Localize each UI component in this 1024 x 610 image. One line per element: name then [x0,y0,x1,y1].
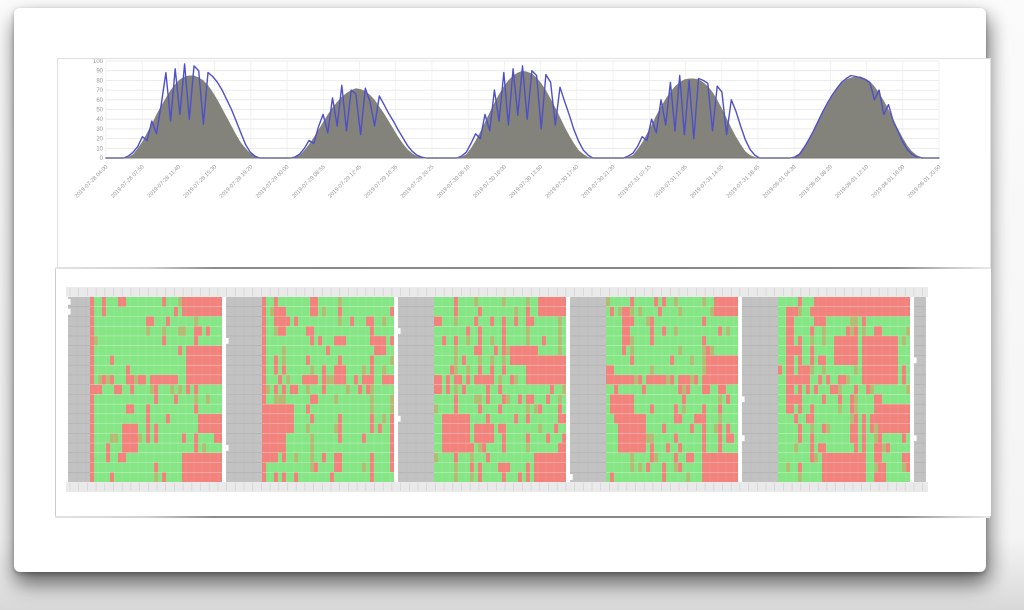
svg-text:2019-07-28 19:20: 2019-07-28 19:20 [219,164,254,199]
svg-text:0: 0 [100,156,104,162]
svg-text:2019-08-01 20:50: 2019-08-01 20:50 [907,164,942,199]
svg-text:100: 100 [93,59,104,65]
svg-text:10: 10 [96,146,103,152]
output-area-chart: 2019-07-28 04:00 2019-07-28 07:50 2019-07-… [74,59,942,200]
svg-text:40: 40 [96,117,103,123]
svg-text:2019-07-29 20:25: 2019-07-29 20:25 [400,164,435,199]
svg-text:2019-08-01 08:20: 2019-08-01 08:20 [798,164,833,199]
svg-text:2019-07-28 15:30: 2019-07-28 15:30 [183,164,218,199]
svg-text:90: 90 [96,69,103,75]
svg-text:2019-07-30 10:00: 2019-07-30 10:00 [472,164,507,199]
svg-text:2019-07-30 13:50: 2019-07-30 13:50 [509,164,544,199]
svg-text:2019-07-31 07:15: 2019-07-31 07:15 [617,164,652,199]
svg-text:2019-08-01 04:30: 2019-08-01 04:30 [762,164,797,199]
svg-text:70: 70 [96,88,103,94]
svg-text:2019-07-28 11:40: 2019-07-28 11:40 [147,164,182,199]
svg-text:2019-07-31 14:55: 2019-07-31 14:55 [690,164,725,199]
svg-text:2019-08-01 16:00: 2019-08-01 16:00 [871,164,906,199]
panel-divider-bottom [55,516,990,518]
svg-text:2019-07-28 04:00: 2019-07-28 04:00 [74,164,109,199]
svg-text:20: 20 [96,137,103,143]
svg-text:80: 80 [96,78,103,84]
svg-text:2019-07-29 12:45: 2019-07-29 12:45 [327,164,362,199]
svg-text:2019-08-01 12:10: 2019-08-01 12:10 [835,164,870,199]
status-heatmap-panel [55,269,991,516]
svg-text:2019-07-29 00:00: 2019-07-29 00:00 [255,164,290,199]
svg-text:2019-07-30 06:10: 2019-07-30 06:10 [436,164,471,199]
svg-text:30: 30 [96,127,103,133]
svg-text:50: 50 [96,108,103,114]
output-chart-panel: 2019-07-28 04:00 2019-07-28 07:50 2019-07-… [57,58,991,269]
status-heatmap-grid [66,287,928,492]
svg-text:2019-07-31 11:05: 2019-07-31 11:05 [654,164,689,199]
svg-text:2019-07-30 17:40: 2019-07-30 17:40 [545,164,580,199]
svg-text:60: 60 [96,98,103,104]
svg-text:2019-07-28 07:50: 2019-07-28 07:50 [110,164,145,199]
report-page: 2019-07-28 04:00 2019-07-28 07:50 2019-07-… [14,8,991,572]
svg-text:2019-07-30 21:30: 2019-07-30 21:30 [581,164,616,199]
svg-text:2019-07-31 18:45: 2019-07-31 18:45 [726,164,761,199]
svg-text:2019-07-29 08:55: 2019-07-29 08:55 [291,164,326,199]
status-heatmap-strip [66,287,928,492]
panel-divider-top [55,267,990,269]
svg-text:2019-07-29 16:35: 2019-07-29 16:35 [364,164,399,199]
